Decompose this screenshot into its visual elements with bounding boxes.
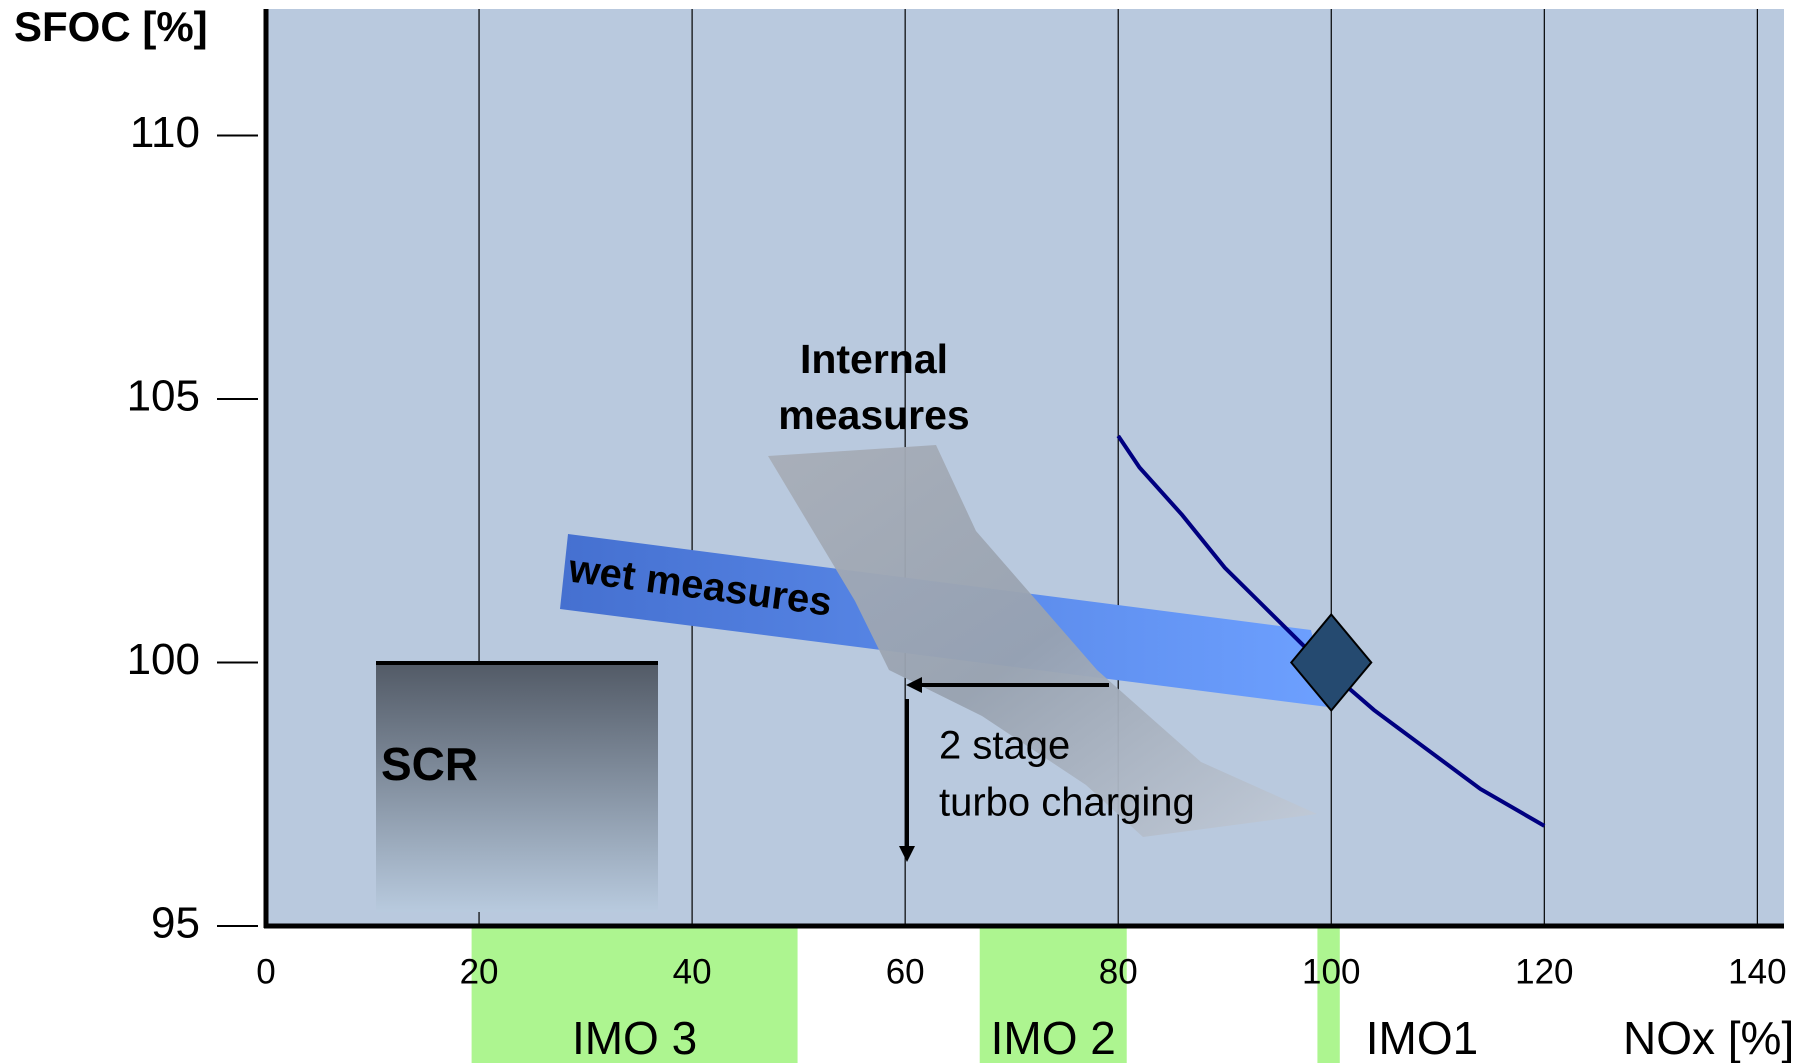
y-tick-label: 100 [127,635,200,684]
x-tick-label: 40 [673,952,712,991]
x-tick-label: 140 [1728,952,1786,991]
imo-label: IMO 2 [991,1012,1116,1063]
imo-label: IMO 3 [572,1012,697,1063]
scr-label: SCR [381,738,478,790]
internal-label: Internal [800,336,948,382]
y-tick-label: 105 [127,372,200,421]
y-tick-label: 95 [151,899,200,948]
x-tick-label: 100 [1302,952,1360,991]
chart: SCR wet measures Internal measures 2 sta… [0,0,1801,1063]
x-axis-label: NOx [%] [1623,1012,1794,1063]
x-tick-label: 0 [256,952,275,991]
x-tick-label: 80 [1099,952,1138,991]
turbo-label: 2 stage [939,724,1070,768]
x-tick-label: 60 [886,952,925,991]
x-tick-label: 120 [1515,952,1573,991]
x-tick-label: 20 [460,952,499,991]
imo-label: IMO1 [1366,1012,1478,1063]
internal-label: measures [778,392,969,438]
y-axis-label: SFOC [%] [14,3,208,50]
imo-region [1317,926,1339,1063]
turbo-label: turbo charging [939,781,1195,825]
y-tick-label: 110 [130,108,200,157]
